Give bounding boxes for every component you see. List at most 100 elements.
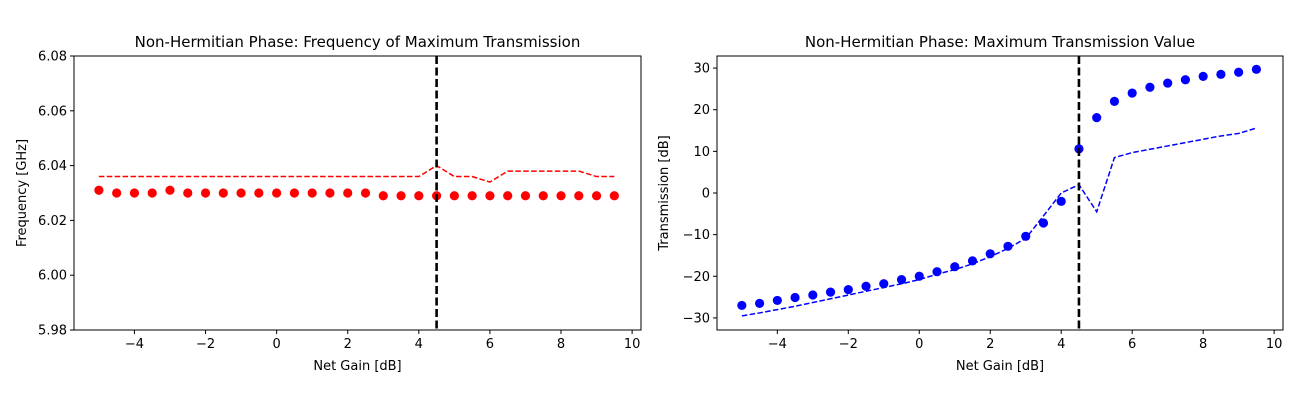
transmission-chart-ylabel: Transmission [dB]	[657, 135, 672, 251]
frequency-chart-dashed-line	[98, 164, 615, 183]
transmission-chart-data-point	[790, 292, 800, 303]
frequency-chart-data-point	[449, 191, 459, 201]
transmission-chart-x-tick-label: 4	[1057, 337, 1065, 352]
frequency-chart-y-tick-label: 6.02	[38, 214, 67, 229]
transmission-chart-x-tick-label: 2	[986, 337, 994, 352]
transmission-chart-x-tick-label: 0	[915, 337, 923, 352]
frequency-chart-data-point	[165, 185, 175, 195]
transmission-chart-data-point	[1180, 75, 1191, 85]
transmission-chart-x-tick-label: 6	[1128, 337, 1136, 352]
frequency-chart-y-tick-label: 6.08	[38, 50, 67, 65]
transmission-chart-data-point	[914, 271, 924, 281]
transmission-chart-y-tick-label: −30	[683, 311, 710, 326]
transmission-chart-data-point	[950, 262, 960, 272]
transmission-chart-data-point	[967, 256, 978, 266]
transmission-chart-data-point	[1092, 113, 1102, 123]
frequency-chart-y-tick-label: 6.04	[38, 159, 67, 174]
frequency-chart-x-tick-label: 4	[415, 337, 423, 352]
frequency-chart-x-tick-label: 2	[344, 337, 352, 352]
transmission-chart-y-tick-label: 0	[702, 187, 710, 202]
transmission-chart-data-point	[985, 249, 995, 259]
frequency-chart-data-point	[538, 191, 548, 201]
frequency-chart-data-point	[574, 191, 584, 201]
frequency-chart-frame	[73, 55, 642, 331]
transmission-chart-data-point	[1109, 96, 1120, 106]
frequency-chart-data-point	[609, 191, 619, 201]
transmission-chart-data-point	[772, 295, 782, 306]
frequency-chart-data-point	[503, 191, 513, 201]
frequency-chart-data-point	[289, 188, 299, 198]
transmission-chart-data-point	[1127, 88, 1137, 98]
frequency-chart-y-tick-label: 5.98	[38, 324, 67, 339]
frequency-chart-x-tick-label: 8	[557, 337, 565, 352]
transmission-chart-y-tick-label: 30	[693, 62, 710, 77]
transmission-chart-data-point	[879, 279, 889, 289]
frequency-chart-title: Non-Hermitian Phase: Frequency of Maximu…	[135, 33, 581, 51]
transmission-chart-title: Non-Hermitian Phase: Maximum Transmissio…	[805, 33, 1195, 51]
frequency-chart-data-point	[485, 191, 495, 201]
transmission-chart-data-point	[843, 285, 853, 295]
frequency-chart-data-point	[360, 188, 371, 198]
frequency-chart-data-point	[556, 191, 566, 201]
transmission-chart-data-point	[1003, 241, 1013, 251]
transmission-chart-data-point	[1038, 218, 1049, 228]
frequency-chart-data-point	[236, 188, 246, 198]
frequency-chart-data-point	[254, 188, 264, 198]
transmission-chart-data-point	[896, 275, 907, 285]
transmission-chart-y-tick-label: 10	[693, 145, 710, 160]
frequency-chart-data-point	[467, 191, 477, 201]
transmission-chart-data-point	[737, 300, 747, 311]
transmission-chart-y-tick-label: −20	[683, 270, 710, 285]
transmission-chart-data-point	[861, 281, 871, 291]
transmission-chart-data-point	[1145, 82, 1155, 92]
transmission-chart-x-tick-label: −2	[839, 337, 858, 352]
transmission-chart-data-point	[1021, 231, 1031, 241]
frequency-chart-y-tick-label: 6.00	[38, 269, 67, 284]
transmission-chart-data-point	[754, 298, 765, 308]
transmission-chart-dashed-line	[741, 127, 1257, 317]
frequency-chart-ylabel: Frequency [GHz]	[15, 139, 30, 247]
frequency-chart-data-point	[147, 188, 157, 198]
transmission-chart-xlabel: Net Gain [dB]	[956, 359, 1044, 374]
frequency-chart-y-tick-label: 6.06	[38, 104, 67, 119]
frequency-chart-xlabel: Net Gain [dB]	[313, 359, 401, 374]
frequency-chart-data-point	[325, 188, 335, 198]
transmission-chart-data-point	[1216, 69, 1226, 79]
frequency-chart-data-point	[200, 188, 211, 198]
frequency-chart-data-point	[591, 191, 602, 201]
frequency-chart-x-tick-label: 10	[624, 337, 641, 352]
transmission-chart-data-point	[932, 267, 942, 277]
frequency-chart-data-point	[378, 191, 388, 201]
frequency-chart-data-point	[414, 191, 424, 201]
transmission-chart-y-tick-label: −10	[683, 228, 710, 243]
frequency-chart-panel: Non-Hermitian Phase: Frequency of Maximu…	[15, 33, 642, 374]
frequency-chart-data-point	[396, 191, 406, 201]
transmission-chart-data-point	[808, 290, 818, 300]
frequency-chart-data-point	[218, 188, 228, 198]
transmission-chart-data-point	[1056, 196, 1066, 206]
frequency-chart-data-point	[129, 188, 140, 198]
transmission-chart-data-point	[1198, 71, 1208, 81]
frequency-chart-x-tick-label: 0	[272, 337, 280, 352]
frequency-chart-data-point	[343, 188, 353, 198]
frequency-chart-data-point	[272, 188, 282, 198]
transmission-chart-frame	[716, 55, 1284, 331]
transmission-chart-y-tick-label: 20	[693, 103, 710, 118]
transmission-chart-panel: Non-Hermitian Phase: Maximum Transmissio…	[657, 33, 1284, 374]
transmission-chart-data-point	[1163, 78, 1173, 88]
frequency-chart-data-point	[307, 188, 317, 198]
transmission-chart-data-point	[1234, 67, 1244, 77]
transmission-chart-data-point	[825, 287, 836, 297]
frequency-chart-x-tick-label: −4	[125, 337, 144, 352]
frequency-chart-data-point	[112, 188, 122, 198]
transmission-chart-x-tick-label: 10	[1266, 337, 1283, 352]
frequency-chart-x-tick-label: −2	[196, 337, 215, 352]
frequency-chart-data-point	[520, 191, 531, 201]
frequency-chart-x-tick-label: 6	[486, 337, 494, 352]
transmission-chart-data-point	[1251, 64, 1261, 74]
transmission-chart-x-tick-label: −4	[768, 337, 787, 352]
transmission-chart-x-tick-label: 8	[1199, 337, 1207, 352]
frequency-chart-data-point	[94, 185, 104, 195]
frequency-chart-data-point	[183, 188, 193, 198]
